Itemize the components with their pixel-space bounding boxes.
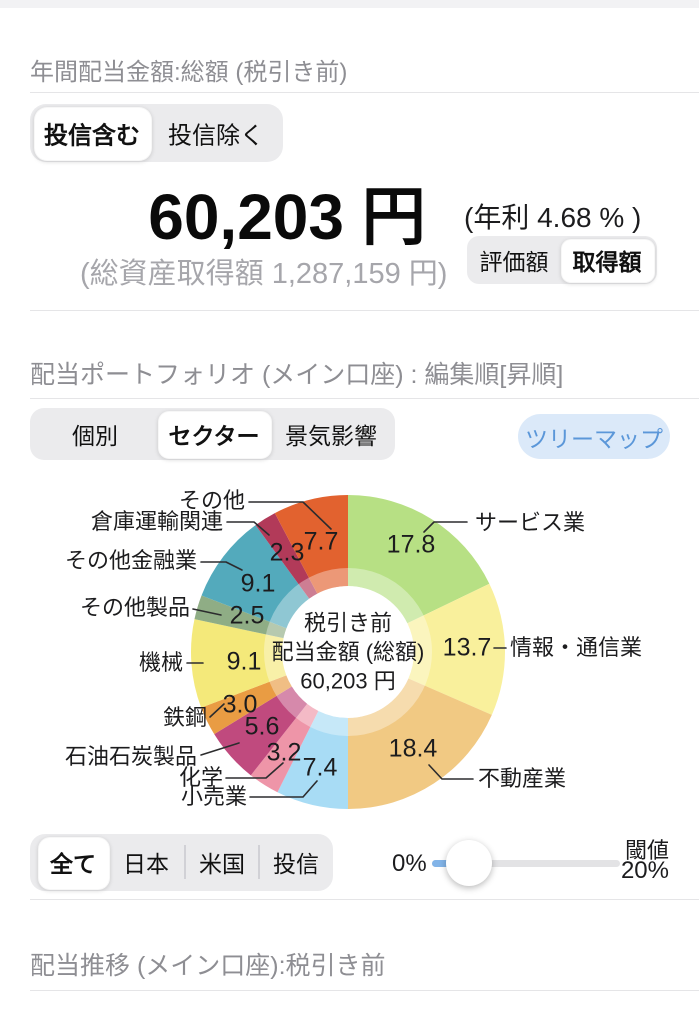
treemap-button[interactable]: ツリーマップ [518, 414, 670, 459]
leader-line-chemicals [225, 762, 284, 779]
toggle-option-include-funds[interactable]: 投信含む [44, 122, 140, 150]
tab-economic-impact[interactable]: 景気影響 [285, 423, 377, 449]
donut-segment-real-estate[interactable] [348, 678, 492, 809]
segment-value-other: 7.7 [303, 527, 339, 556]
donut-segment-other[interactable] [274, 495, 348, 594]
slider-track[interactable] [432, 860, 620, 867]
segment-value-machinery: 9.1 [226, 647, 262, 676]
donut-segment-info-telecom[interactable] [407, 583, 505, 715]
segment-label-chemicals: 化学 [178, 765, 223, 790]
donut-segment-other-financial[interactable] [201, 525, 310, 629]
segment-value-steel: 3.0 [222, 690, 258, 719]
segment-value-services: 17.8 [386, 530, 436, 559]
view-mode-selected-card [158, 411, 272, 459]
segment-value-info-telecom: 13.7 [442, 633, 492, 662]
segment-label-retail: 小売業 [180, 784, 247, 809]
annual-yield-note: (年利 4.68 % ) [464, 202, 642, 233]
divider [30, 398, 699, 399]
tab-sector[interactable]: セクター [168, 423, 260, 449]
leader-line-services [423, 521, 468, 533]
fund-include-toggle-selected-card [34, 107, 152, 161]
portfolio-title: 配当ポートフォリオ (メイン口座) : 編集順[昇順] [30, 361, 564, 389]
center-line-2: 配当金額 (総額) [271, 639, 425, 665]
annual-dividend-title: 年間配当金額:総額 (税引き前) [30, 59, 348, 86]
leader-lines [186, 501, 507, 798]
toggle-option-exclude-funds[interactable]: 投信除く [168, 122, 264, 150]
valuation-basis-selected-card [561, 239, 655, 283]
donut-segment-warehouse-transport[interactable] [255, 513, 318, 599]
segment-label-warehouse-transport: 倉庫運輸関連 [90, 509, 223, 534]
segment-value-chemicals: 3.2 [266, 738, 302, 767]
divider [30, 899, 699, 900]
segment-label-steel: 鉄鋼 [162, 705, 207, 730]
tab-funds[interactable]: 投信 [273, 851, 319, 877]
segment-label-oil-coal-products: 石油石炭製品 [64, 744, 197, 769]
divider [30, 92, 699, 93]
segment-label-other-products: その他製品 [79, 595, 190, 620]
leader-line-oil-coal-products [200, 742, 240, 756]
center-line-3: 60,203 円 [300, 668, 396, 694]
slider-max-label: 20% [620, 857, 669, 884]
leader-line-warehouse-transport [226, 521, 270, 536]
donut-segment-machinery[interactable] [191, 619, 287, 708]
donut-inner-ring [264, 568, 432, 736]
leader-line-retail [249, 780, 318, 798]
dividend-amount: 60,203 円 [148, 181, 426, 253]
donut-segment-services[interactable] [348, 495, 490, 624]
leader-line-other [248, 501, 332, 530]
donut-segment-steel[interactable] [201, 675, 292, 735]
segment-value-other-products: 2.5 [229, 601, 265, 630]
divider [30, 990, 699, 991]
leader-line-other-financial [200, 561, 243, 571]
segment-label-info-telecom: 情報・通信業 [510, 635, 643, 660]
donut-segment-retail[interactable] [277, 710, 348, 809]
region-tabs-selected-card [38, 837, 110, 890]
segment-value-retail: 7.4 [302, 753, 338, 782]
segment-value-oil-coal-products: 5.6 [244, 712, 280, 741]
segment-value-other-financial: 9.1 [240, 569, 276, 598]
threshold-label: 閾値 [624, 838, 669, 863]
center-line-1: 税引き前 [303, 610, 393, 636]
region-tab-divider [258, 845, 260, 879]
slider-fill [432, 860, 454, 867]
leader-line-steel [209, 703, 225, 718]
donut-segment-chemicals[interactable] [250, 703, 319, 793]
slider-min-label: 0% [392, 850, 427, 877]
segment-label-other-financial: その他金融業 [64, 548, 197, 573]
tab-japan[interactable]: 日本 [123, 851, 169, 877]
donut-segment-other-products[interactable] [194, 595, 287, 639]
segment-label-services: サービス業 [475, 510, 586, 535]
leader-line-real-estate [428, 764, 474, 780]
toggle-option-acquisition[interactable]: 取得額 [572, 249, 642, 275]
divider [30, 310, 699, 311]
donut-segment-oil-coal-products[interactable] [214, 686, 308, 776]
trend-title: 配当推移 (メイン口座):税引き前 [30, 952, 386, 980]
leader-line-other-products [192, 608, 222, 616]
segment-label-real-estate: 不動産業 [478, 766, 567, 791]
total-acquisition-note: (総資産取得額 1,287,159 円) [80, 258, 448, 290]
region-tab-divider [184, 845, 186, 879]
toggle-option-valuation[interactable]: 評価額 [479, 249, 549, 275]
segment-value-warehouse-transport: 2.3 [269, 538, 305, 567]
chart-center-label: 税引き前 配当金額 (総額) 60,203 円 [272, 609, 425, 696]
segment-value-real-estate: 18.4 [388, 734, 438, 763]
tab-individual[interactable]: 個別 [72, 423, 118, 449]
tab-us[interactable]: 米国 [199, 851, 245, 877]
segment-label-other: その他 [178, 488, 245, 513]
slider-thumb[interactable] [446, 840, 492, 886]
tab-all[interactable]: 全て [50, 851, 96, 877]
segment-label-machinery: 機械 [138, 650, 183, 675]
status-bar-strip [0, 0, 699, 8]
